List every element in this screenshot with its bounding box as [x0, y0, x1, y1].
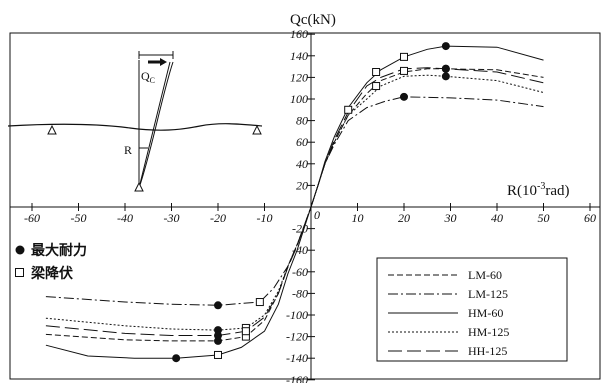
max-strength-marker: [441, 72, 450, 81]
beam-yield-legend-label: 梁降伏: [30, 265, 73, 282]
x-axis-title-base: R(10: [507, 183, 537, 199]
x-tick-label: 50: [538, 211, 550, 225]
x-tick-label: -10: [257, 211, 273, 225]
legend-label-lm-60: LM-60: [468, 268, 502, 282]
x-tick-label: 10: [352, 211, 364, 225]
legend-label-lm-125: LM-125: [468, 287, 508, 301]
max-strength-marker: [441, 64, 450, 73]
inset-column-deformed-b: [138, 61, 174, 189]
beam-yield-marker: [255, 298, 264, 307]
max-strength-marker: [400, 92, 408, 101]
y-tick-label: 140: [290, 49, 308, 63]
inset-support-bottom: [134, 181, 144, 192]
inset-support-left: [47, 124, 57, 135]
max-strength-marker: [441, 42, 450, 51]
y-tick-label: -80: [292, 286, 308, 300]
legend-label-hm-125: HM-125: [468, 325, 509, 339]
inset-rotation-label: R: [124, 143, 132, 157]
beam-yield-marker: [372, 68, 381, 76]
x-tick-label: -20: [210, 211, 226, 225]
marker-legend: 最大耐力 梁降伏: [15, 242, 87, 282]
y-tick-label: 100: [290, 92, 308, 106]
beam-yield-marker: [400, 52, 408, 61]
inset-frame-diagram: QC R: [7, 51, 263, 192]
x-tick-label: 20: [398, 211, 410, 225]
max-strength-legend-marker: [15, 245, 25, 255]
y-tick-label: 80: [296, 114, 308, 128]
max-strength-marker: [172, 354, 181, 363]
y-tick-label: 160: [290, 27, 308, 41]
beam-yield-marker: [241, 327, 250, 336]
x-axis-title-unit: rad): [545, 183, 569, 199]
series-line-hh-125: [45, 67, 544, 336]
legend-label-hm-60: HM-60: [468, 306, 503, 320]
series-line-lm-60: [45, 68, 544, 342]
beam-yield-legend-marker: [15, 268, 24, 277]
inset-load-arrowhead: [160, 58, 167, 66]
y-tick-label: -100: [286, 308, 308, 322]
x-tick-label: 60: [584, 211, 596, 225]
inset-beam-line: [7, 123, 263, 131]
legend-label-hh-125: HH-125: [468, 344, 507, 358]
max-strength-legend-label: 最大耐力: [31, 242, 87, 259]
beam-yield-marker: [214, 350, 222, 359]
y-tick-label: -160: [286, 373, 308, 383]
marker-layer: [172, 42, 450, 363]
x-tick-label: 40: [491, 211, 503, 225]
y-tick-label: -120: [286, 330, 308, 344]
max-strength-marker: [214, 331, 222, 340]
y-tick-group: -160-140-120-100-80-60-40-20204060801001…: [286, 27, 315, 383]
x-tick-label: -50: [71, 211, 87, 225]
max-strength-marker: [214, 301, 222, 310]
beam-yield-marker: [372, 82, 381, 91]
beam-yield-marker: [344, 105, 353, 114]
y-tick-label: 60: [296, 135, 308, 149]
x-axis-title: R(10-3rad): [507, 181, 570, 199]
y-tick-label: 20: [296, 178, 308, 192]
y-tick-label: 40: [296, 157, 308, 171]
x-tick-label: 30: [444, 211, 457, 225]
inset-load-label: QC: [141, 69, 155, 85]
x-tick-label: -60: [24, 211, 40, 225]
origin-label: 0: [314, 208, 320, 222]
inset-column-deformed-a: [138, 61, 171, 189]
series-legend: LM-60 LM-125 HM-60 HM-125 HH-125: [376, 257, 568, 362]
x-tick-label: -30: [164, 211, 180, 225]
y-tick-label: 120: [290, 70, 308, 84]
y-tick-label: -140: [286, 351, 308, 365]
plot-frame: [9, 32, 601, 380]
inset-support-right: [252, 124, 262, 135]
y-axis-title: Qc(kN): [290, 12, 336, 28]
x-axis-title-exponent: -3: [537, 181, 545, 192]
x-tick-group: -60 -50 -40 -30 -20 -10 10 20 30 40 50 60: [24, 203, 596, 225]
x-tick-label: -40: [117, 211, 133, 225]
beam-yield-marker: [400, 66, 408, 75]
y-tick-label: -60: [292, 265, 308, 279]
